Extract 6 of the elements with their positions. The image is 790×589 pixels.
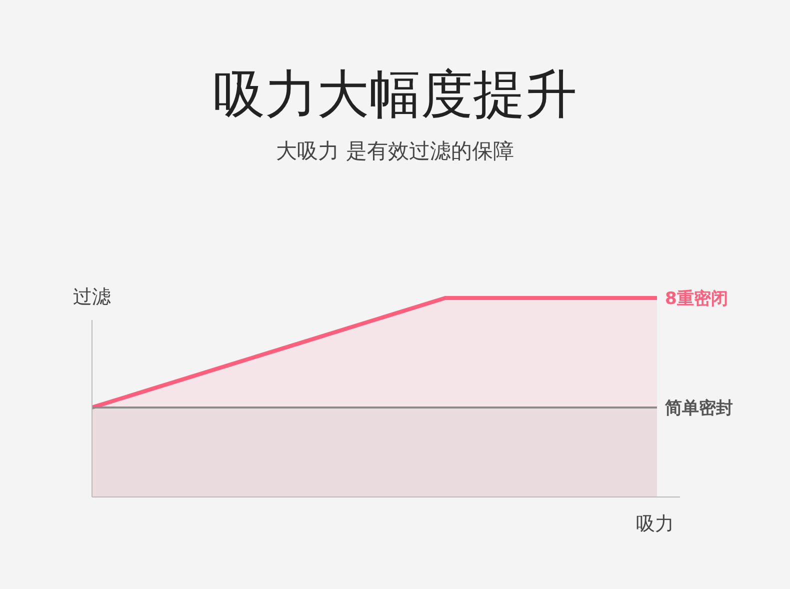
x-axis-title: 吸力 <box>636 513 674 535</box>
series-label: 简单密封 <box>664 398 733 418</box>
series-label: 8重密闭 <box>665 289 728 309</box>
chart-subtitle: 大吸力 是有效过滤的保障 <box>276 139 514 163</box>
y-axis-title: 过滤 <box>73 286 111 308</box>
chart-title: 吸力大幅度提升 <box>213 65 577 125</box>
